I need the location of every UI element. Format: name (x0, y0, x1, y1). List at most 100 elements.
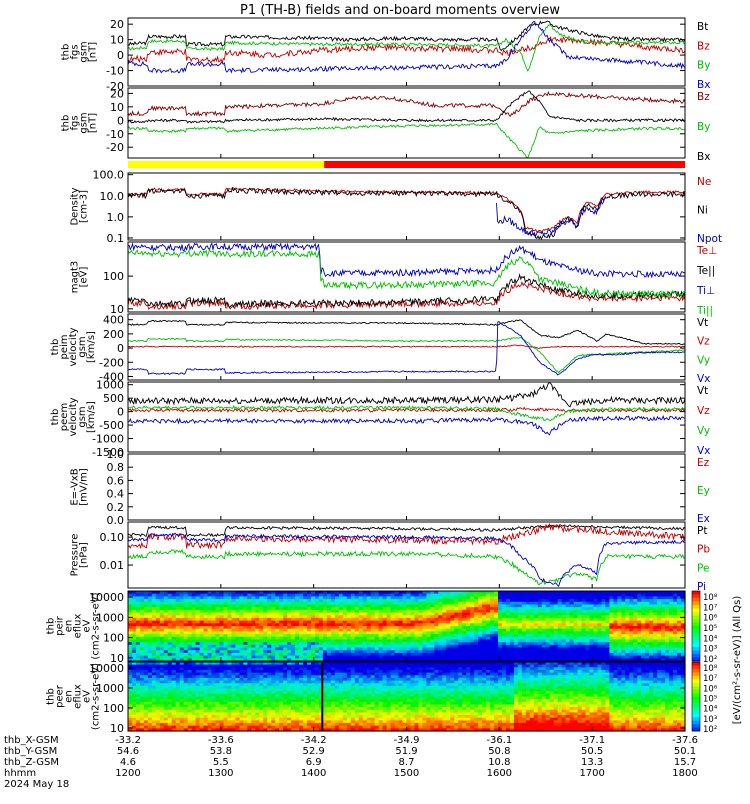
y-tick-label: 400 (103, 314, 124, 327)
mode-bar (128, 161, 685, 168)
series-line-te (128, 275, 685, 307)
mode-bar-segment (324, 161, 685, 168)
legend-label: Bz (697, 91, 710, 103)
y-axis-label: [km/s] (86, 331, 97, 363)
panel-frame (128, 454, 685, 520)
series-line-bz (128, 37, 685, 63)
colorbar-step (692, 605, 700, 609)
colorbar-tick-label: 10⁸ (703, 593, 718, 603)
y-tick-label: 20 (110, 18, 124, 31)
y-tick-label: 100.0 (93, 169, 125, 182)
y-tick-label: -10 (106, 65, 124, 78)
y-axis-label: [nPa] (79, 542, 90, 568)
legend-label: Pe (697, 562, 709, 574)
legend-label: Ex (697, 513, 710, 525)
y-tick-label: 0.4 (107, 488, 125, 501)
colorbar-step (692, 626, 700, 630)
series-line-pe (128, 550, 685, 585)
legend-label: Vt (697, 385, 708, 397)
y-tick-label: -1000 (92, 433, 124, 446)
series-line-by (128, 123, 685, 158)
colorbar-tick-label: 10⁵ (703, 624, 717, 634)
y-tick-label: 0 (117, 342, 124, 355)
legend-label: Bx (697, 151, 710, 163)
legend-label: Ti⊥ (696, 285, 715, 297)
panel-5: 4002000-200-400thbpeimvelocitygsm[km/s]V… (50, 314, 710, 385)
panel-10: 10⁸10⁷10⁶10⁵10⁴10³10²10000100010010thbpe… (46, 662, 718, 735)
panel-6: 10005000-500-1000-1500thbpeemvelocitygsm… (50, 379, 710, 459)
y-tick-label: -10 (106, 128, 124, 141)
legend-label: By (697, 121, 710, 133)
y-axis-label: [mV/m] (79, 468, 90, 506)
y-tick-label: 20 (110, 87, 124, 100)
y-tick-label: 100 (103, 270, 124, 283)
colorbar-step (692, 640, 700, 644)
spectrogram (128, 591, 686, 662)
colorbar-step (692, 612, 700, 616)
y-tick-label: 100 (103, 632, 124, 645)
colorbar-step (692, 616, 700, 620)
colorbar-step (692, 595, 700, 599)
y-axis-label: [km/s] (86, 401, 97, 433)
series-line-vx (128, 322, 685, 375)
series-line-pt (128, 525, 685, 537)
y-tick-label: 0.01 (100, 559, 125, 572)
series-line-pi (128, 533, 685, 586)
series-line-vx (128, 416, 685, 435)
colorbar-step (692, 654, 700, 658)
series-line-pb (128, 524, 685, 548)
panel-frame (128, 18, 685, 86)
y-tick-label: -500 (99, 419, 124, 432)
colorbar-tick-label: 10⁷ (703, 603, 718, 613)
colorbar-step (692, 633, 700, 637)
y-axis-label: [nT] (88, 113, 99, 133)
colorbar-step (692, 602, 700, 606)
legend-label: Bz (697, 40, 710, 52)
legend-label: Vz (697, 405, 710, 417)
y-axis-label: [cm-3] (79, 190, 90, 223)
legend-label: Vx (697, 445, 710, 457)
colorbar-step (692, 623, 700, 627)
series-line-bz (128, 92, 685, 116)
legend-label: Bt (697, 21, 708, 33)
panel-9: 10⁸10⁷10⁶10⁵10⁴10³10²10000100010010thbpe… (46, 591, 718, 665)
legend-label: Pt (697, 525, 707, 537)
colorbar-step (692, 651, 700, 655)
legend-label: Bx (697, 79, 710, 91)
colorbar-step (692, 598, 700, 602)
colorbar-tick-label: 10³ (703, 645, 717, 655)
y-tick-label: -200 (99, 356, 124, 369)
colorbar-step (692, 647, 700, 651)
colorbar-step (692, 637, 700, 641)
series-line-ni (128, 188, 685, 239)
y-axis-label: [nT] (88, 42, 99, 62)
y-tick-label: 500 (103, 392, 124, 405)
legend-label: Npot (697, 233, 722, 245)
y-axis-label: (cm2-s-sr-eV) (91, 592, 102, 659)
legend-label: Ne (697, 176, 711, 188)
legend-label: Ti|| (696, 305, 713, 317)
series-line-bx (128, 91, 685, 123)
series-line-vy (128, 406, 685, 421)
legend-label: Pb (697, 544, 710, 556)
y-tick-label: 10 (110, 101, 124, 114)
y-tick-label: 10.0 (100, 190, 125, 203)
colorbar-tick-label: 10⁴ (703, 634, 718, 644)
panel-frame (128, 173, 685, 240)
y-tick-label: 1.0 (107, 211, 125, 224)
colorbar-step (692, 644, 700, 648)
series-line-ti (128, 250, 685, 297)
legend-label: Vy (697, 354, 710, 366)
y-tick-label: 0.2 (107, 501, 125, 514)
mode-bar-segment (128, 161, 324, 168)
legend-label: Ey (697, 485, 710, 497)
colorbar-step (692, 619, 700, 623)
colorbar-step (692, 609, 700, 613)
